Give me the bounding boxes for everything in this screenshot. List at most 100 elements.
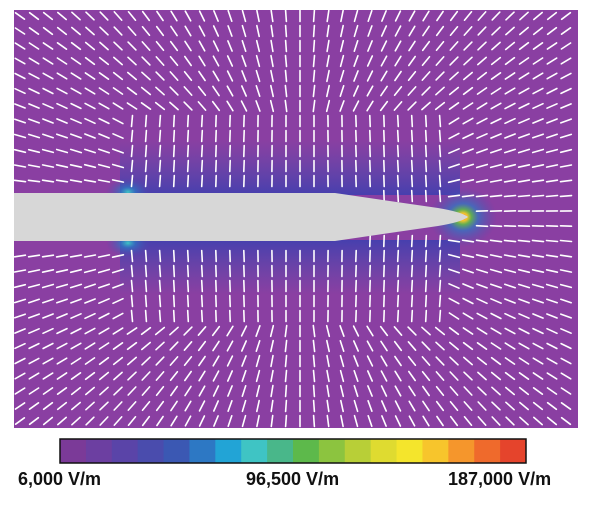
field-arrow	[412, 296, 413, 307]
field-arrow	[412, 266, 413, 277]
field-arrow	[146, 161, 147, 172]
field-arrow	[426, 116, 427, 127]
field-arrow	[286, 401, 287, 412]
field-arrow	[440, 266, 441, 277]
field-arrow	[398, 236, 399, 247]
field-arrow	[174, 251, 175, 262]
field-arrow	[146, 251, 147, 262]
field-arrow	[398, 191, 399, 202]
field-arrow	[440, 281, 441, 292]
field-arrow	[174, 161, 175, 172]
field-arrow	[286, 41, 287, 52]
field-arrow	[314, 416, 315, 427]
field-arrow	[132, 251, 133, 262]
field-arrow	[202, 161, 203, 172]
field-arrow	[286, 356, 287, 367]
field-arrow	[398, 296, 399, 307]
field-arrow	[188, 311, 189, 322]
field-arrow	[160, 311, 161, 322]
legend-max-label: 187,000 V/m	[448, 468, 551, 490]
field-arrow	[188, 161, 189, 172]
field-arrow	[314, 371, 315, 382]
field-arrow	[314, 71, 315, 82]
field-arrow	[412, 236, 413, 247]
field-arrow	[132, 281, 133, 292]
field-arrow	[412, 191, 413, 202]
colorbar-swatch	[215, 439, 241, 463]
field-arrow	[286, 56, 287, 67]
field-arrow	[160, 116, 161, 127]
field-arrow	[412, 251, 413, 262]
field-arrow	[440, 131, 441, 142]
field-arrow	[426, 296, 427, 307]
colorbar-swatch	[60, 439, 86, 463]
colorbar-swatch	[371, 439, 397, 463]
field-arrow	[426, 191, 427, 202]
colorbar-swatch	[474, 439, 500, 463]
field-arrow	[160, 176, 161, 187]
field-arrow	[314, 41, 315, 52]
field-arrow	[188, 131, 189, 142]
field-arrow	[132, 266, 133, 277]
field-arrow	[440, 116, 441, 127]
field-arrow	[412, 161, 413, 172]
field-arrow	[426, 236, 427, 247]
field-arrow	[426, 161, 427, 172]
field-arrow	[440, 236, 441, 247]
field-arrow	[412, 281, 413, 292]
field-arrow	[314, 56, 315, 67]
field-arrow	[398, 161, 399, 172]
colorbar-swatch	[397, 439, 423, 463]
field-arrow	[314, 401, 315, 412]
field-arrow	[286, 386, 287, 397]
field-arrow	[398, 266, 399, 277]
field-arrow	[314, 11, 315, 22]
field-arrow	[174, 116, 175, 127]
field-arrow	[286, 371, 287, 382]
field-arrow	[426, 311, 427, 322]
field-arrow	[561, 196, 572, 197]
field-arrow	[202, 131, 203, 142]
field-arrow	[286, 71, 287, 82]
field-arrow	[412, 146, 413, 157]
field-arrow	[440, 146, 441, 157]
colorbar-swatch	[241, 439, 267, 463]
field-arrow	[146, 296, 147, 307]
field-arrow	[491, 226, 502, 227]
colorbar-swatch	[164, 439, 190, 463]
field-arrow	[440, 176, 441, 187]
field-arrow	[188, 251, 189, 262]
field-arrow	[160, 146, 161, 157]
field-arrow	[547, 241, 558, 242]
field-arrow	[188, 176, 189, 187]
field-arrow	[286, 26, 287, 37]
field-arrow	[202, 116, 203, 127]
field-arrow	[160, 131, 161, 142]
field-arrow	[398, 116, 399, 127]
colorbar-swatch	[86, 439, 112, 463]
field-arrow	[286, 416, 287, 427]
field-band-top	[120, 140, 460, 195]
field-arrow	[188, 116, 189, 127]
colorbar-swatch	[138, 439, 164, 463]
field-arrow	[174, 296, 175, 307]
colorbar-swatch	[267, 439, 293, 463]
field-arrow	[398, 311, 399, 322]
field-arrow	[398, 251, 399, 262]
field-arrow	[132, 131, 133, 142]
field-arrow	[398, 176, 399, 187]
field-arrow	[132, 176, 133, 187]
field-arrow	[398, 146, 399, 157]
field-arrow	[146, 146, 147, 157]
field-arrow	[132, 311, 133, 322]
colorbar-swatch	[189, 439, 215, 463]
field-arrow	[160, 296, 161, 307]
field-arrow	[188, 296, 189, 307]
colorbar-swatch	[500, 439, 526, 463]
field-arrow	[146, 116, 147, 127]
field-arrow	[412, 176, 413, 187]
field-arrow	[160, 266, 161, 277]
field-arrow	[286, 11, 287, 22]
